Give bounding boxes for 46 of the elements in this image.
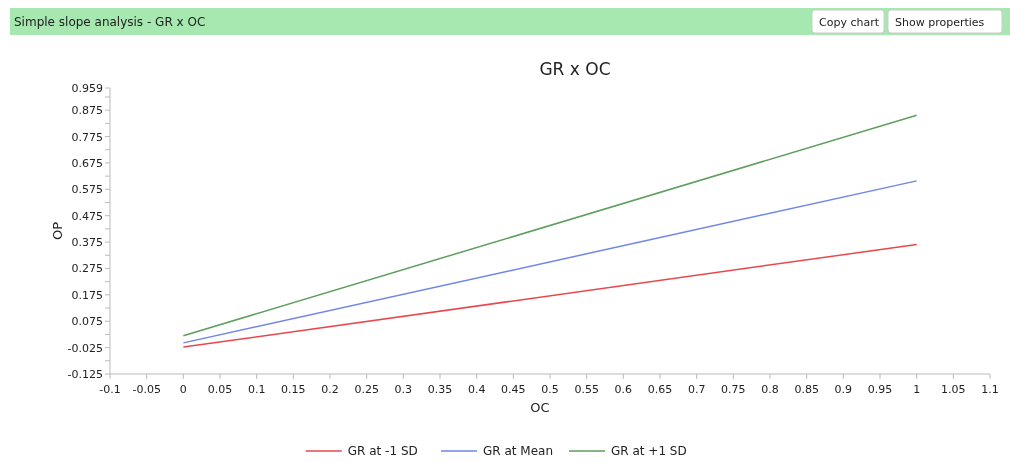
x-tick-label: 0.65 [647,383,673,396]
y-tick-label: 0.575 [71,183,103,197]
x-tick-label: 0.4 [467,383,486,396]
y-tick-label: 0.959 [71,82,103,95]
y-tick-label: 0.375 [71,236,103,250]
y-tick-label: 0.875 [71,104,103,118]
x-tick-label: 1.1 [981,383,999,396]
y-axis-title: OP [50,221,65,241]
y-tick-label: 0.675 [71,156,103,170]
x-tick-label: 0.35 [427,383,453,396]
x-tick-label: -0.1 [99,383,121,396]
y-tick-label: 0.175 [71,288,103,302]
x-tick-label: 0.15 [281,383,306,396]
x-tick-label: 0.85 [794,383,819,396]
legend-label: GR at -1 SD [347,444,418,458]
y-tick-label: -0.025 [67,341,103,355]
y-tick-label: 0.775 [71,130,103,144]
y-tick-label: -0.125 [67,368,103,381]
x-tick-label: 1 [913,383,921,396]
y-tick-label: 0.475 [71,209,103,223]
x-tick-label: 1.05 [941,383,966,396]
x-tick-label: 0.05 [207,383,233,396]
x-axis-title: OC [530,400,550,415]
x-tick-label: 0.55 [574,383,599,396]
x-tick-label: 0.3 [394,383,413,396]
x-tick-label: 0.7 [687,383,706,396]
legend-label: GR at +1 SD [611,444,687,458]
x-tick-label: 0.5 [541,383,559,396]
chart-title: GR x OC [539,59,611,79]
y-tick-label: 0.275 [71,262,103,276]
text: Copy chart [819,16,880,29]
x-tick-label: 0.2 [321,383,339,396]
x-tick-label: 0.9 [834,383,853,396]
x-tick-label: -0.05 [132,383,161,396]
text: Simple slope analysis - GR x OC [14,15,206,29]
x-tick-label: 0.8 [761,383,779,396]
x-tick-label: 0.1 [247,383,266,396]
x-tick-label: 0 [179,383,187,396]
text: Show properties [895,16,985,29]
x-tick-label: 0.75 [721,383,746,396]
x-tick-label: 0.6 [614,383,633,396]
y-tick-label: 0.075 [71,315,103,329]
legend-label: GR at Mean [483,444,554,458]
x-tick-label: 0.95 [867,383,893,396]
x-tick-label: 0.25 [354,383,379,396]
x-tick-label: 0.45 [501,383,526,396]
